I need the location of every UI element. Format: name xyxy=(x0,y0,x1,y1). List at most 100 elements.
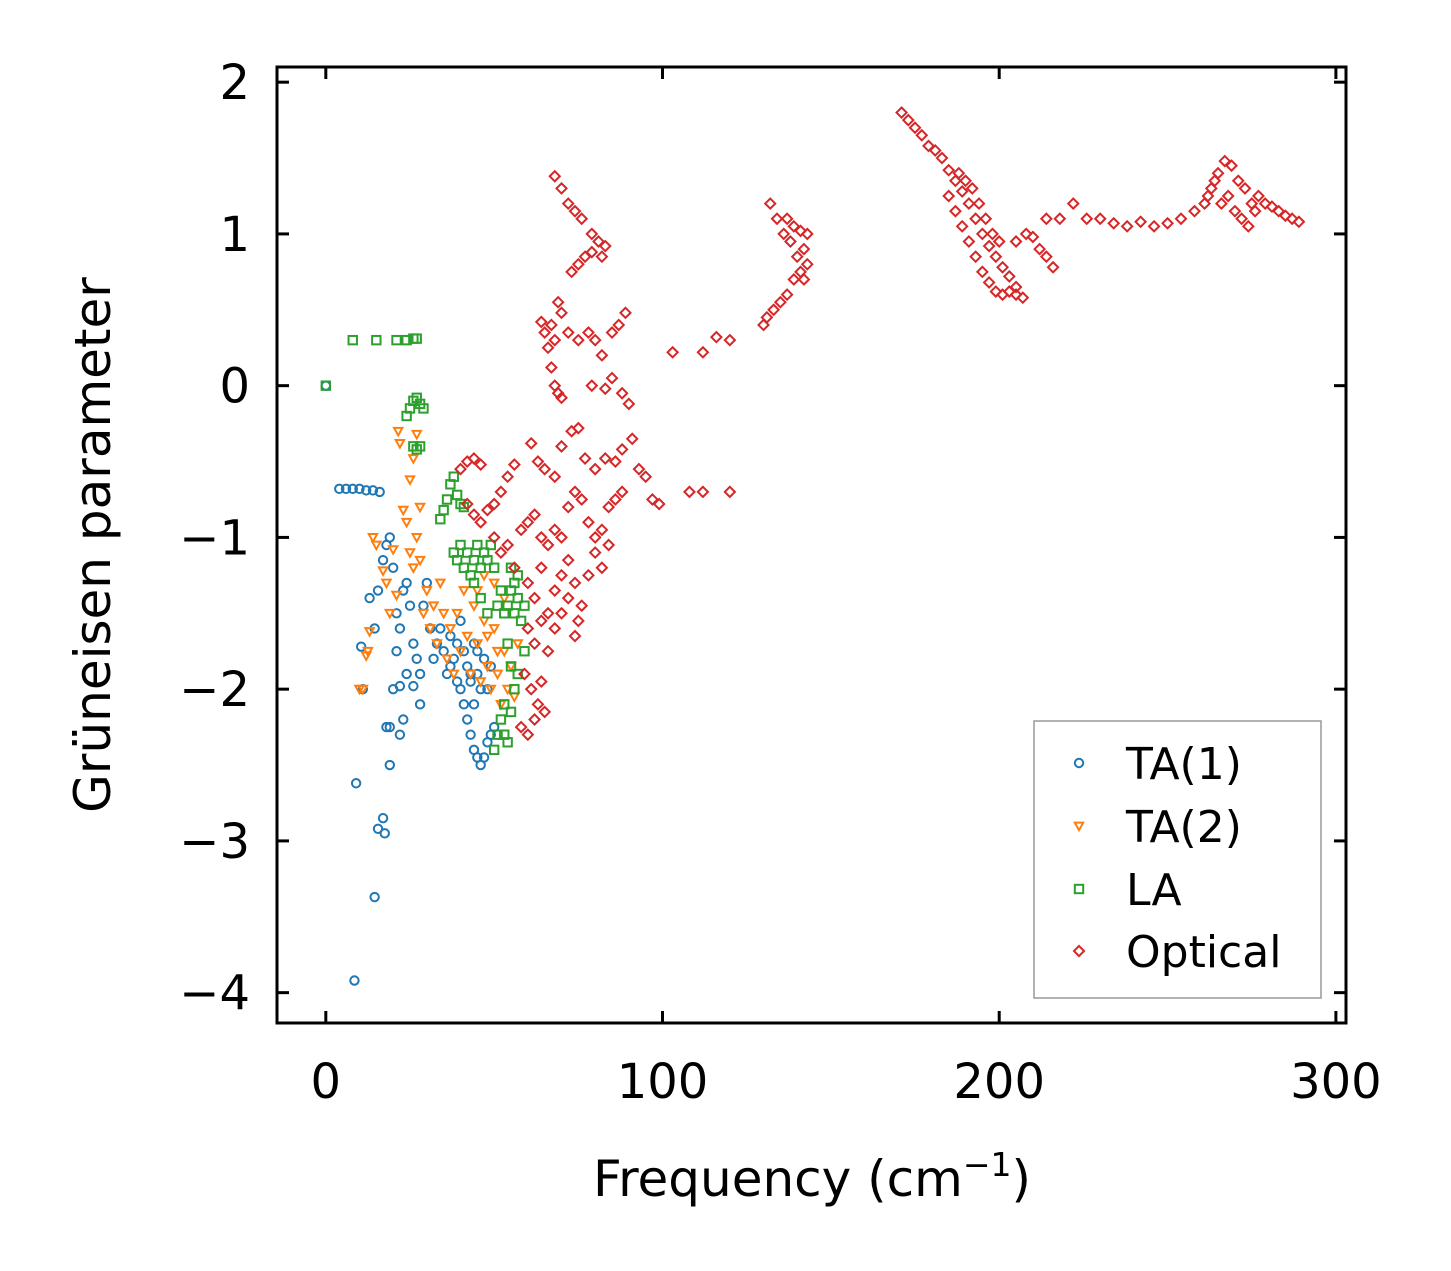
data-point xyxy=(550,623,560,633)
data-point xyxy=(556,608,566,618)
data-point xyxy=(775,297,785,307)
data-point xyxy=(577,601,587,611)
data-point xyxy=(386,761,394,769)
series-ta-1 xyxy=(322,381,499,984)
data-point xyxy=(944,191,954,201)
data-point xyxy=(570,206,580,216)
data-point xyxy=(322,381,330,389)
data-point xyxy=(792,252,802,262)
data-point xyxy=(413,431,421,439)
data-point xyxy=(617,487,627,497)
legend-label: TA(1) xyxy=(1125,739,1242,790)
data-point xyxy=(1048,262,1058,272)
data-point xyxy=(1136,217,1146,227)
data-point xyxy=(536,317,546,327)
data-point xyxy=(604,540,614,550)
series-ta-2 xyxy=(355,428,522,709)
y-axis-label: Grüneisen parameter xyxy=(64,277,122,813)
data-point xyxy=(600,453,610,463)
data-point xyxy=(516,722,526,732)
data-point xyxy=(480,572,488,580)
data-point xyxy=(490,746,498,754)
data-point xyxy=(550,525,560,535)
data-point xyxy=(379,556,387,564)
data-point xyxy=(546,362,556,372)
data-point xyxy=(1095,214,1105,224)
data-point xyxy=(1233,176,1243,186)
data-point xyxy=(523,578,533,588)
legend: TA(1)TA(2)LAOptical xyxy=(1034,721,1321,998)
data-point xyxy=(627,434,637,444)
data-point xyxy=(1035,244,1045,254)
data-point xyxy=(540,328,550,338)
data-point xyxy=(556,570,566,580)
data-point xyxy=(1004,271,1014,281)
data-point xyxy=(550,472,560,482)
data-point xyxy=(352,779,360,787)
data-point xyxy=(550,335,560,345)
data-point xyxy=(698,347,708,357)
data-point xyxy=(483,633,491,641)
data-point xyxy=(944,165,954,175)
data-point xyxy=(1055,214,1065,224)
data-point xyxy=(476,517,486,527)
data-point xyxy=(1109,218,1119,228)
data-point xyxy=(381,829,389,837)
data-point xyxy=(967,183,977,193)
data-point xyxy=(617,444,627,454)
data-point xyxy=(604,502,614,512)
data-point xyxy=(520,647,528,655)
data-point xyxy=(617,388,627,398)
data-point xyxy=(634,464,644,474)
data-point xyxy=(463,633,471,641)
data-point xyxy=(469,510,479,520)
data-point xyxy=(567,267,577,277)
data-point xyxy=(349,336,357,344)
data-point xyxy=(583,328,593,338)
data-point xyxy=(409,682,417,690)
data-point xyxy=(419,610,427,618)
data-point xyxy=(463,715,471,723)
data-point xyxy=(497,586,505,594)
data-point xyxy=(543,608,553,618)
data-point xyxy=(1041,252,1051,262)
data-point xyxy=(910,123,920,133)
data-point xyxy=(530,510,540,520)
x-tick-label: 0 xyxy=(311,1054,342,1110)
data-point xyxy=(416,504,424,512)
data-point xyxy=(620,308,630,318)
legend-label: TA(2) xyxy=(1125,802,1242,853)
data-point xyxy=(590,548,600,558)
data-point xyxy=(540,707,550,717)
data-point xyxy=(556,441,566,451)
data-point xyxy=(386,533,394,541)
data-point xyxy=(429,602,437,610)
data-point xyxy=(369,534,377,542)
data-point xyxy=(446,625,454,633)
data-point xyxy=(379,567,387,575)
data-point xyxy=(1082,214,1092,224)
data-point xyxy=(583,570,593,580)
data-point xyxy=(1216,199,1226,209)
data-point xyxy=(789,274,799,284)
data-point xyxy=(523,517,533,527)
data-point xyxy=(587,229,597,239)
data-point xyxy=(563,593,573,603)
data-point xyxy=(382,580,390,588)
data-point xyxy=(416,670,424,678)
y-tick-label: 2 xyxy=(219,55,250,111)
data-point xyxy=(503,540,513,550)
data-point xyxy=(409,639,417,647)
data-point xyxy=(1149,221,1159,231)
data-point xyxy=(556,308,566,318)
data-point xyxy=(429,655,437,663)
data-point xyxy=(957,221,967,231)
data-point xyxy=(536,563,546,573)
data-point xyxy=(556,183,566,193)
data-point xyxy=(903,115,913,125)
data-point xyxy=(937,153,947,163)
data-point xyxy=(496,487,506,497)
data-point xyxy=(556,532,566,542)
data-point xyxy=(370,893,378,901)
data-point xyxy=(396,624,404,632)
